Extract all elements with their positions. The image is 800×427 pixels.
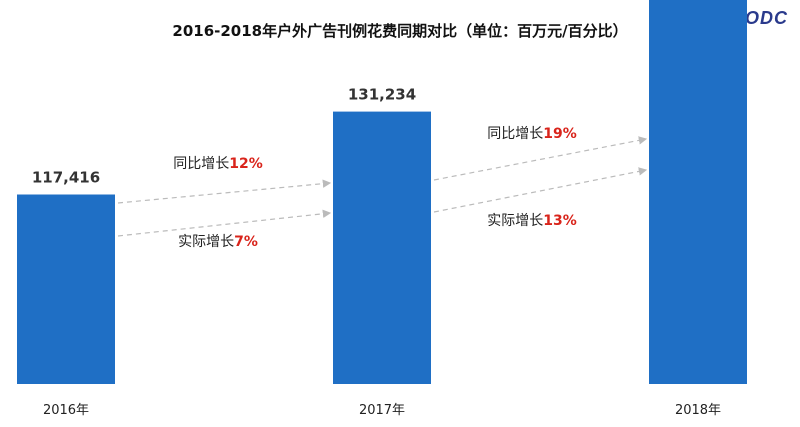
- growth-arrow-3: [433, 167, 648, 213]
- growth-arrow-2: [433, 136, 648, 181]
- bar-value-label-0: 117,416: [32, 169, 100, 187]
- growth-annotation-3: 实际增长13%: [487, 213, 577, 229]
- category-label-2: 2018年: [675, 403, 721, 418]
- bar-0: [17, 194, 115, 384]
- growth-annotation-0: 同比增长12%: [173, 156, 263, 172]
- bar-value-label-1: 131,234: [348, 86, 416, 104]
- growth-arrow-1: [117, 209, 332, 237]
- category-label-0: 2016年: [43, 403, 89, 418]
- category-label-1: 2017年: [359, 403, 405, 418]
- growth-annotation-1: 实际增长7%: [178, 234, 258, 250]
- growth-annotation-2: 同比增长19%: [487, 126, 577, 142]
- bar-2: [649, 0, 747, 384]
- bar-1: [333, 111, 431, 384]
- growth-arrow-0: [117, 179, 332, 204]
- chart-title: 2016-2018年户外广告刊例花费同期对比（单位：百万元/百分比）: [172, 22, 628, 40]
